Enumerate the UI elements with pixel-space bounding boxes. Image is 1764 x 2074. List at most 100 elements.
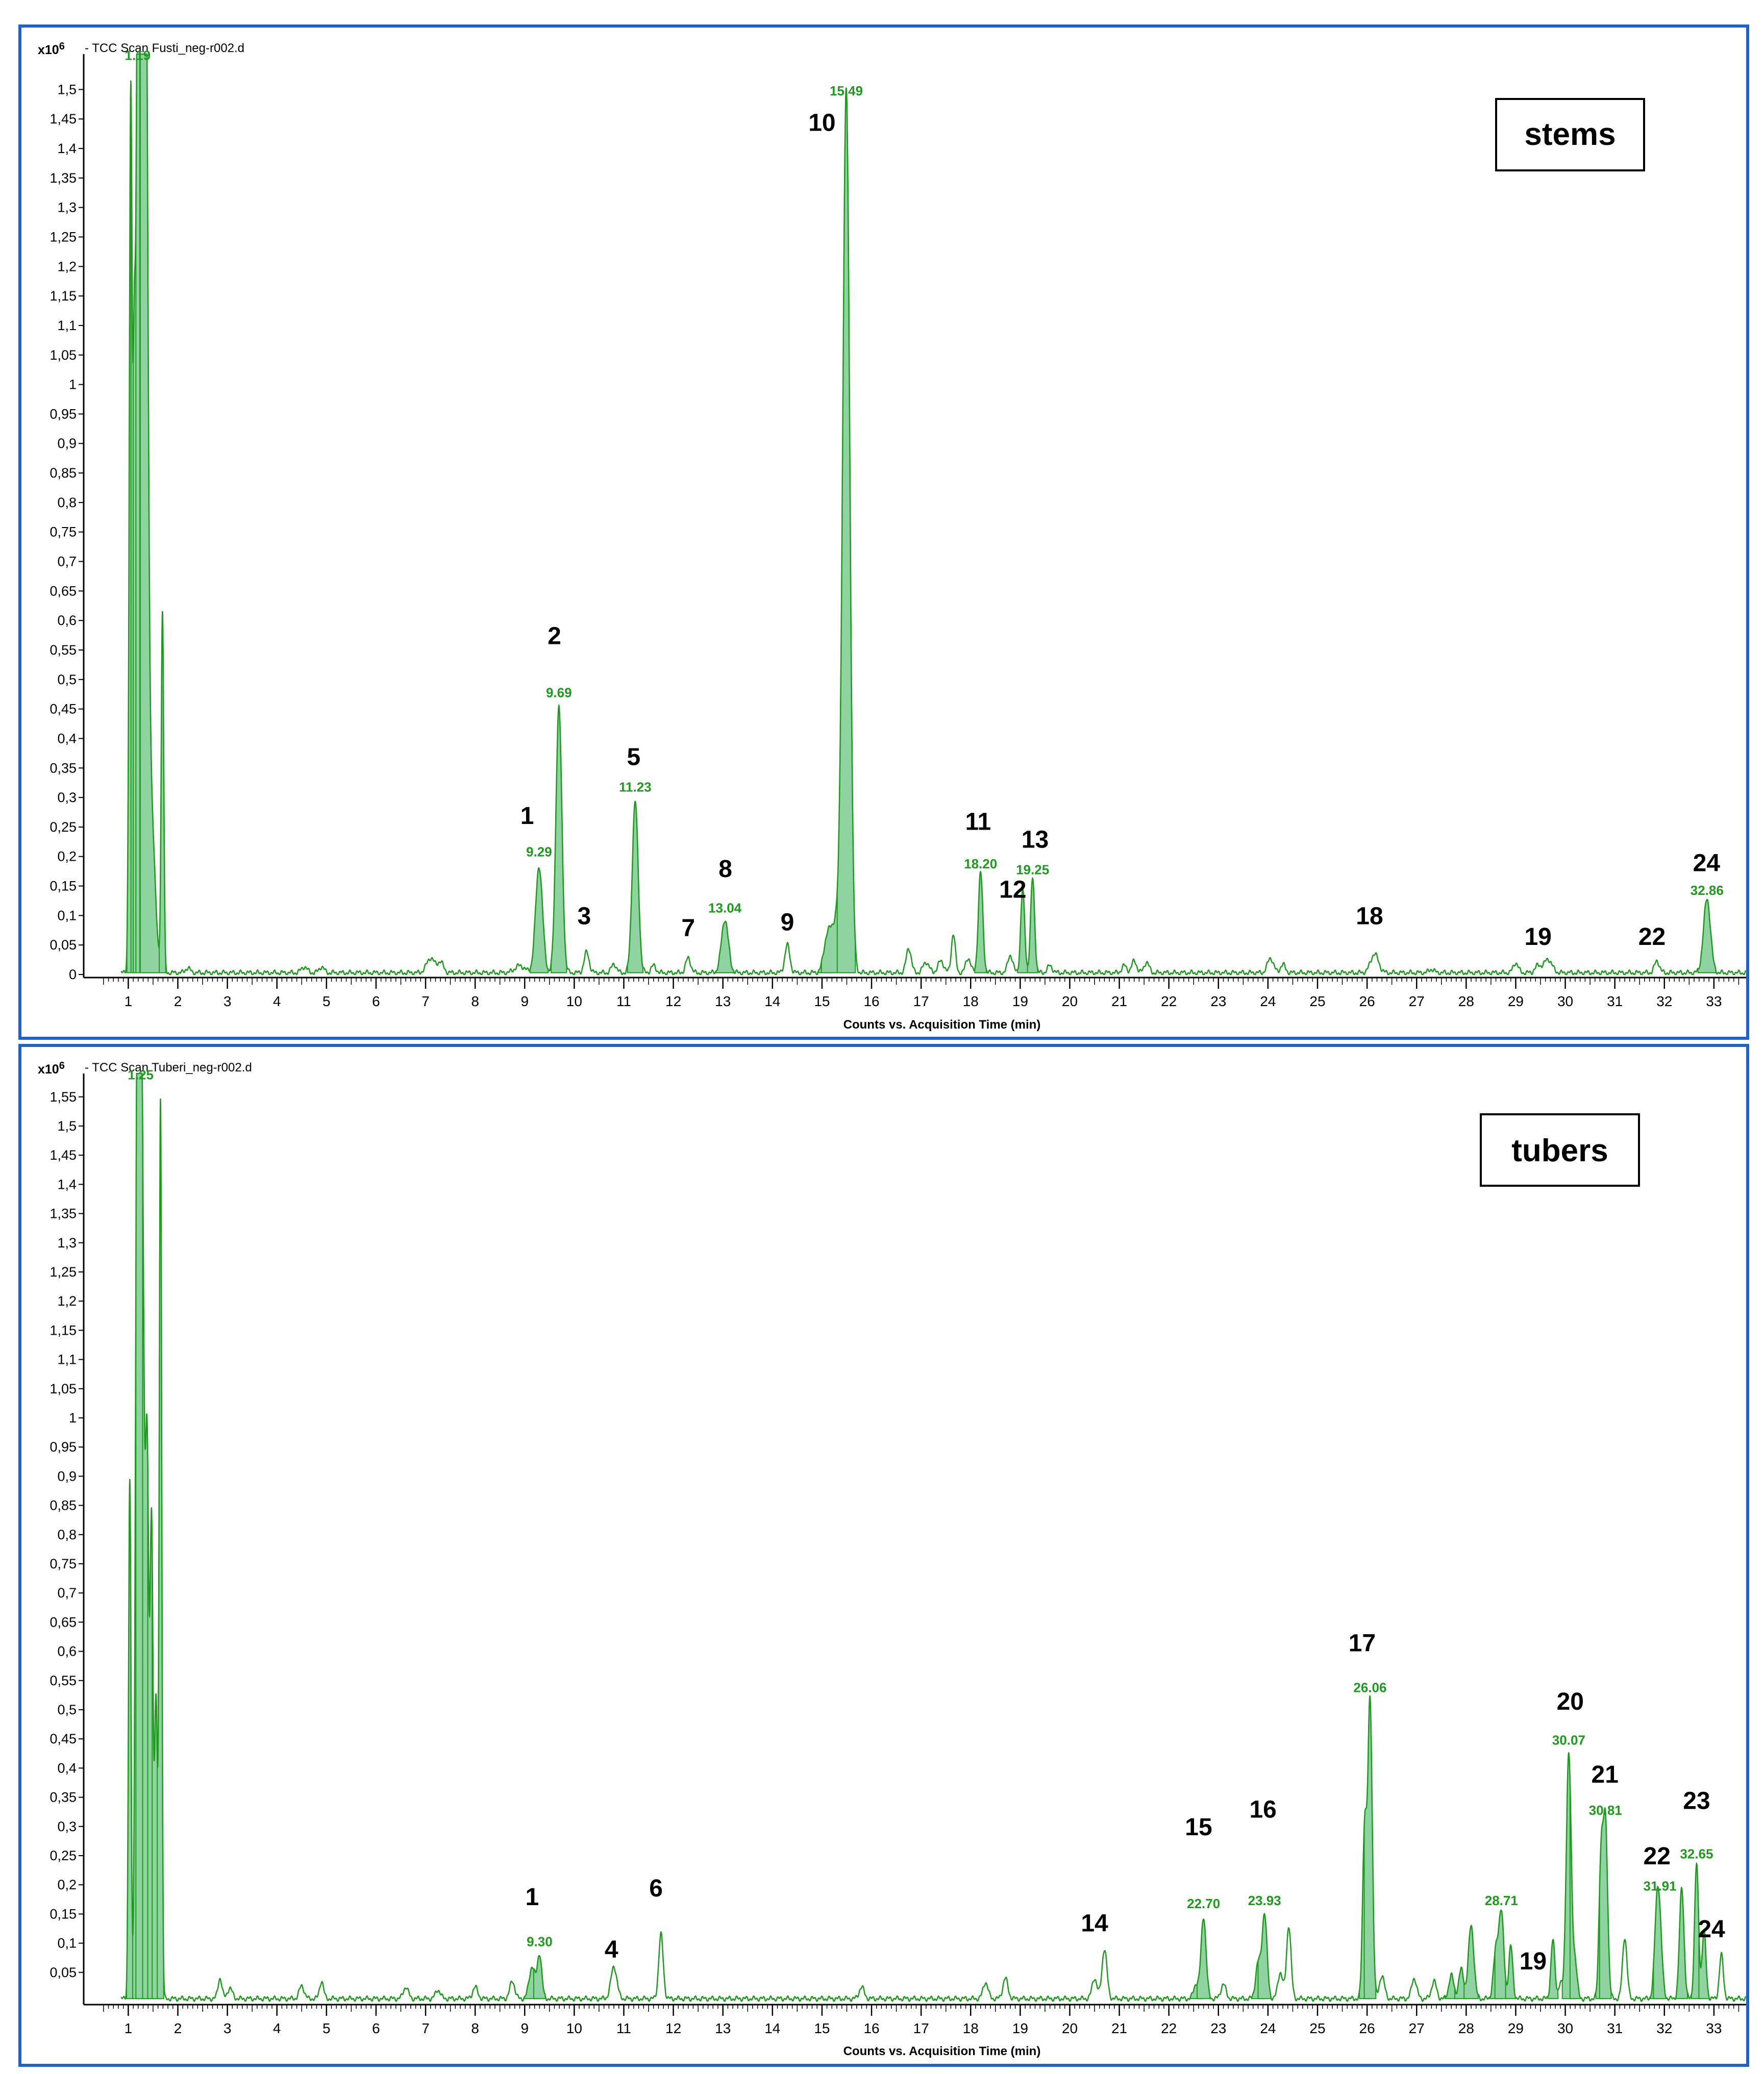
x-tick-label: 17: [913, 993, 929, 1009]
x-tick-label: 15: [814, 2020, 830, 2036]
x-tick-label: 28: [1458, 993, 1474, 1009]
x-tick-label: 18: [963, 2020, 979, 2036]
peak-number-label: 1: [525, 1884, 539, 1911]
x-tick-label: 15: [814, 993, 830, 1009]
chromatogram-trace: [120, 1072, 1747, 2002]
y-multiplier: x106: [38, 41, 65, 57]
y-tick-label: 1,35: [49, 1206, 77, 1221]
y-tick-label: 1,05: [49, 1381, 77, 1396]
x-tick-label: 4: [273, 2020, 281, 2036]
y-tick-label: 0,9: [57, 1468, 77, 1484]
retention-time-label: 1.19: [125, 48, 151, 63]
plot-area: 0,05 0,1 0,15 0,2 0,25 0,3 0,35 0,4 0,45 0,5 0,55 0…: [49, 1067, 1747, 2036]
y-tick-label: 0,35: [49, 1790, 77, 1805]
retention-time-label: 13.04: [708, 901, 742, 916]
y-tick-label: 0,6: [57, 1644, 77, 1659]
integrated-peak-area: [139, 54, 162, 973]
retention-time-label: 9.30: [527, 1934, 553, 1949]
x-tick-label: 5: [322, 993, 331, 1009]
peak-number-label: 5: [627, 743, 641, 770]
x-tick-label: 10: [566, 993, 582, 1009]
x-tick-label: 14: [764, 993, 780, 1009]
x-axis-title: Counts vs. Acquisition Time (min): [843, 2044, 1041, 2058]
y-tick-label: 1,45: [49, 1147, 77, 1163]
y-tick-label: 1,4: [57, 1177, 77, 1192]
y-tick-label: 1,05: [49, 347, 77, 363]
x-tick-label: 28: [1458, 2020, 1474, 2036]
y-tick-label: 1,1: [57, 1352, 77, 1367]
x-tick-label: 18: [963, 993, 979, 1009]
y-tick-label: 1,5: [57, 1118, 77, 1134]
y-tick-label: 0,65: [49, 1614, 77, 1630]
y-tick-label: 1,1: [57, 318, 77, 333]
sample-label-box: [1495, 98, 1645, 171]
y-tick-label: 1,2: [57, 259, 77, 274]
x-tick-label: 22: [1161, 993, 1177, 1009]
x-tick-label: 9: [520, 993, 529, 1009]
y-tick-label: 1,4: [57, 141, 77, 156]
peak-number-label: 19: [1520, 1948, 1547, 1975]
y-tick-label: 1,35: [49, 170, 77, 186]
plot-area: 0 0,05 0,1 0,15 0,2 0,25 0,3 0,35 0,4 0,45 0,5 0,55…: [49, 48, 1747, 1009]
x-tick-label: 9: [520, 2020, 529, 2036]
peak-number-label: 24: [1693, 850, 1721, 877]
peak-number-label: 14: [1081, 1910, 1108, 1937]
y-tick-label: 0,85: [49, 1498, 77, 1513]
peak-number-label: 12: [999, 877, 1026, 904]
x-tick-label: 5: [322, 2020, 331, 2036]
sample-label-box: [1480, 1113, 1640, 1187]
y-tick-label: 0,55: [49, 642, 77, 658]
retention-time-label: 23.93: [1248, 1893, 1281, 1908]
y-tick-label: 0,75: [49, 1556, 77, 1571]
retention-time-label: 28.71: [1485, 1893, 1518, 1908]
x-tick-label: 29: [1508, 2020, 1524, 2036]
x-tick-label: 13: [715, 993, 731, 1009]
chromatogram-chart: x106 - TCC Scan Tuberi_neg-r002.d Counts…: [38, 1060, 1747, 2058]
x-tick-label: 8: [471, 2020, 479, 2036]
x-tick-label: 21: [1111, 993, 1127, 1009]
x-tick-label: 32: [1656, 993, 1672, 1009]
x-tick-label: 25: [1309, 993, 1325, 1009]
y-tick-label: 0: [69, 967, 77, 982]
x-tick-label: 27: [1409, 2020, 1425, 2036]
x-tick-label: 16: [863, 2020, 879, 2036]
x-tick-label: 4: [273, 993, 281, 1009]
y-tick-label: 1,15: [49, 288, 77, 304]
peak-number-label: 21: [1592, 1761, 1619, 1788]
x-tick-label: 26: [1359, 993, 1375, 1009]
y-tick-label: 0,05: [49, 937, 77, 953]
x-tick-label: 31: [1607, 993, 1623, 1009]
peak-number-label: 3: [577, 903, 591, 930]
y-tick-label: 0,4: [57, 731, 77, 746]
peak-number-label: 6: [649, 1875, 663, 1902]
y-tick-label: 0,1: [57, 1936, 77, 1951]
x-tick-label: 27: [1409, 993, 1425, 1009]
y-tick-label: 0,5: [57, 672, 77, 687]
y-tick-label: 0,55: [49, 1673, 77, 1688]
y-tick-label: 0,25: [49, 819, 77, 835]
x-tick-label: 26: [1359, 2020, 1375, 2036]
x-tick-label: 19: [1012, 2020, 1028, 2036]
trace-title: - TCC Scan Fusti_neg-r002.d: [85, 41, 244, 55]
retention-time-label: 30.07: [1552, 1733, 1585, 1748]
chromatogram-chart: x106 - TCC Scan Fusti_neg-r002.d Counts …: [38, 41, 1747, 1032]
retention-time-label: 22.70: [1187, 1896, 1220, 1911]
y-tick-label: 0,8: [57, 1527, 77, 1542]
y-tick-label: 0,35: [49, 760, 77, 776]
chromatogram-panel-stems: x106 - TCC Scan Fusti_neg-r002.d Counts …: [18, 24, 1749, 1040]
peak-number-label: 18: [1356, 903, 1383, 930]
x-tick-label: 11: [616, 993, 631, 1009]
y-tick-label: 0,1: [57, 908, 77, 923]
y-tick-label: 0,15: [49, 1906, 77, 1921]
x-tick-label: 6: [372, 993, 380, 1009]
x-tick-label: 2: [174, 993, 182, 1009]
y-tick-label: 1,25: [49, 1264, 77, 1280]
peak-number-label: 4: [605, 1936, 618, 1963]
peak-number-label: 24: [1698, 1916, 1725, 1943]
y-tick-label: 1: [69, 377, 77, 392]
trace-title: - TCC Scan Tuberi_neg-r002.d: [85, 1061, 252, 1075]
x-tick-label: 3: [223, 993, 232, 1009]
y-tick-label: 0,2: [57, 849, 77, 864]
x-tick-label: 30: [1557, 2020, 1573, 2036]
x-tick-label: 21: [1111, 2020, 1127, 2036]
